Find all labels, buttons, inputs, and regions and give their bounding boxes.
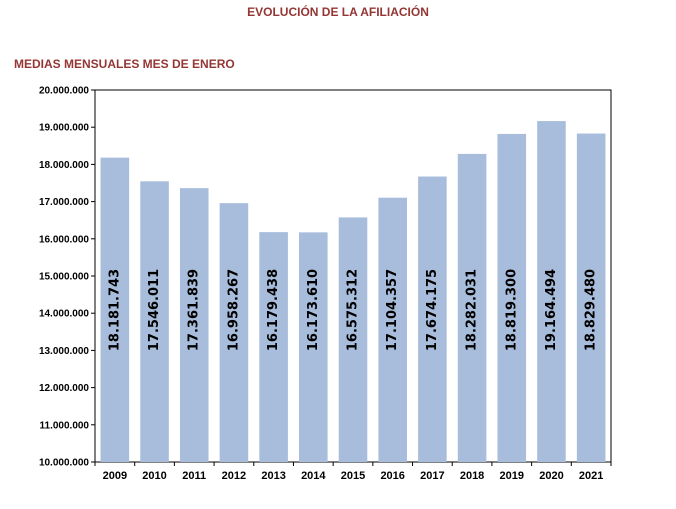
- x-tick-label: 2019: [500, 470, 524, 482]
- x-tick-label: 2010: [142, 470, 166, 482]
- bar: [576, 133, 606, 463]
- data-label: 18.829.480: [584, 269, 599, 351]
- x-tick-label: 2016: [380, 470, 404, 482]
- y-tick-label: 12.000.000: [39, 383, 89, 394]
- data-label: 18.282.031: [465, 269, 480, 351]
- y-tick-label: 15.000.000: [39, 272, 89, 283]
- data-label: 17.104.357: [385, 269, 400, 351]
- bar: [100, 157, 130, 462]
- x-tick-label: 2021: [579, 470, 603, 482]
- x-tick-label: 2013: [261, 470, 285, 482]
- x-tick-label: 2020: [539, 470, 563, 482]
- bar: [219, 203, 249, 462]
- data-label: 17.674.175: [425, 269, 440, 351]
- x-tick-label: 2014: [301, 470, 326, 482]
- chart-subtitle: MEDIAS MENSUALES MES DE ENERO: [14, 57, 235, 71]
- bar: [140, 181, 169, 462]
- data-label: 16.179.438: [266, 269, 281, 351]
- x-tick-label: 2017: [420, 470, 444, 482]
- bar: [179, 188, 209, 462]
- x-axis: 2009 2010 2011 2012 2013 2014 2015 2016 2017 2018…: [94, 462, 612, 482]
- bar: [259, 232, 288, 462]
- y-tick-label: 20.000.000: [39, 86, 89, 97]
- data-label: 16.575.312: [346, 269, 361, 351]
- chart-title: EVOLUCIÓN DE LA AFILIACIÓN: [247, 5, 429, 19]
- data-label: 17.546.011: [147, 269, 162, 351]
- bar: [418, 176, 447, 462]
- data-label: 18.181.743: [107, 269, 122, 351]
- bar: [457, 153, 487, 462]
- y-tick-label: 17.000.000: [39, 197, 89, 208]
- y-tick-label: 19.000.000: [39, 123, 89, 134]
- data-label: 19.164.494: [544, 269, 559, 351]
- bar: [537, 121, 566, 463]
- y-tick-label: 10.000.000: [39, 458, 89, 469]
- y-tick-label: 11.000.000: [40, 420, 90, 431]
- bar: [338, 217, 368, 462]
- x-tick-label: 2009: [103, 470, 127, 482]
- y-tick-label: 18.000.000: [39, 160, 89, 171]
- bar: [378, 197, 407, 462]
- bar: [299, 232, 328, 462]
- y-tick-label: 16.000.000: [39, 234, 89, 245]
- bar: [497, 133, 527, 462]
- data-label: 16.958.267: [226, 269, 241, 351]
- x-tick-label: 2011: [182, 470, 206, 482]
- data-label: 17.361.839: [187, 269, 202, 351]
- x-tick-label: 2012: [222, 470, 246, 482]
- x-tick-label: 2015: [341, 470, 365, 482]
- x-tick-label: 2018: [460, 470, 484, 482]
- data-label: 16.173.610: [306, 269, 321, 351]
- y-axis: 10.000.000 11.000.000 12.000.000 13.000.000…: [39, 86, 95, 469]
- y-tick-label: 13.000.000: [39, 346, 89, 357]
- data-label: 18.819.300: [504, 269, 519, 351]
- data-labels-group: 18.181.743 17.546.011 17.361.839 16.958.267…: [107, 269, 598, 351]
- y-tick-label: 14.000.000: [39, 309, 89, 320]
- bars-group: [100, 121, 606, 463]
